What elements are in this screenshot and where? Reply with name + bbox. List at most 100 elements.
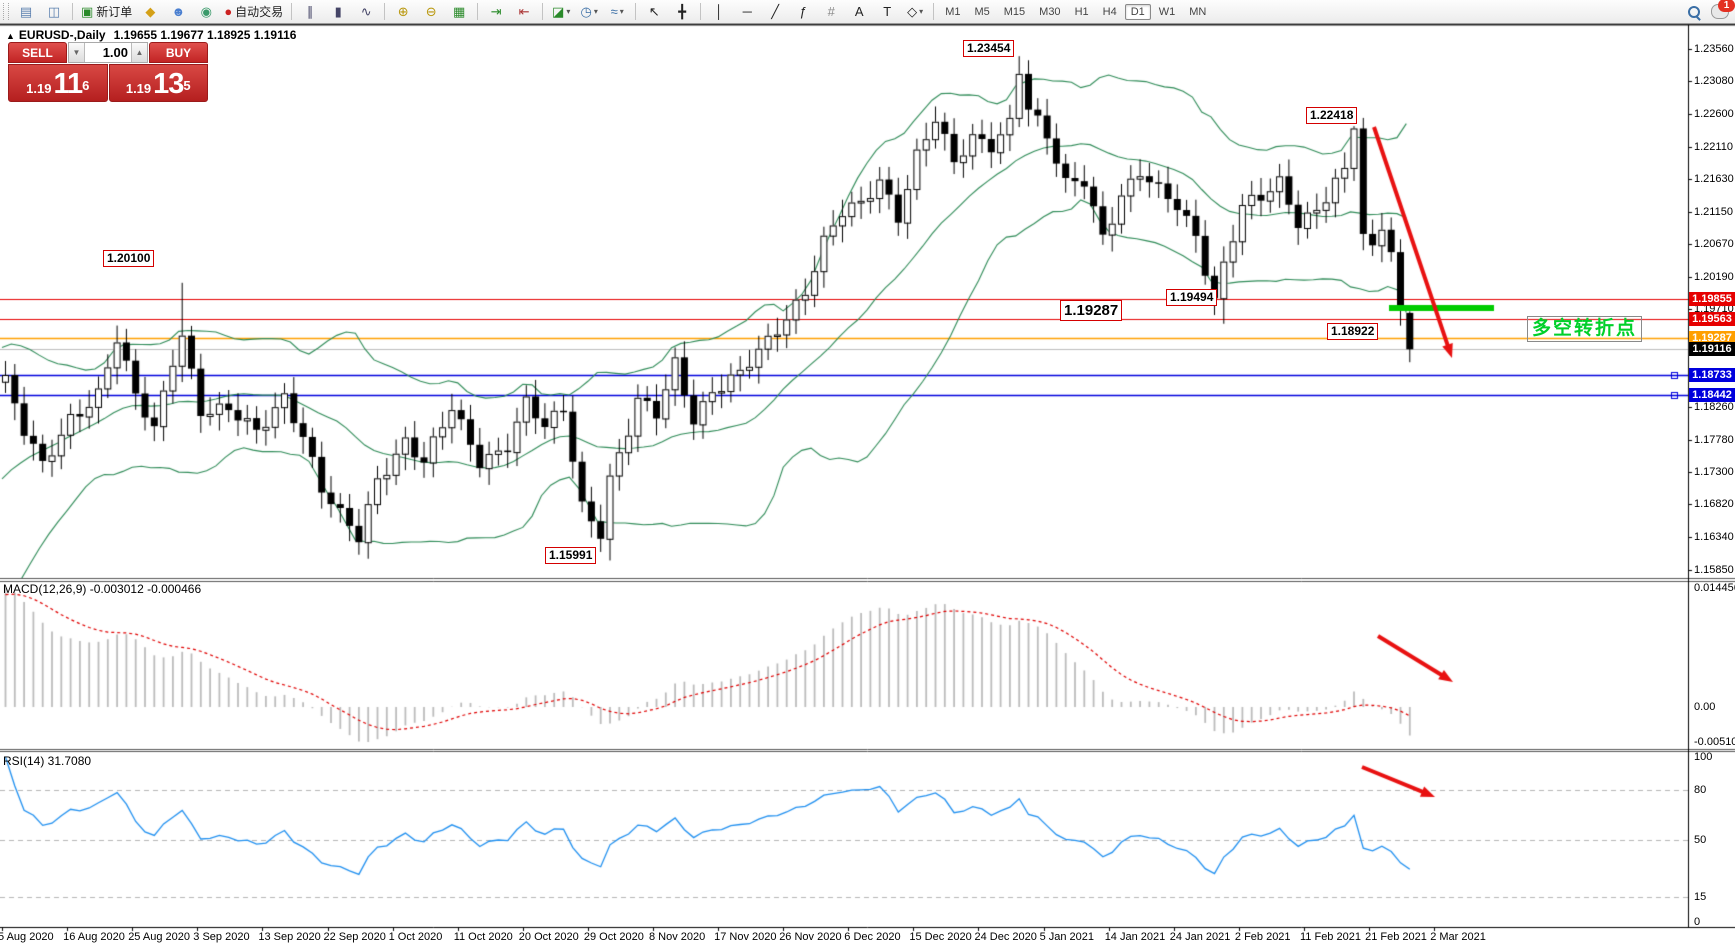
fibo-icon[interactable]: ƒ <box>790 1 816 22</box>
auto-trading-button[interactable]: ● 自动交易 <box>221 1 286 22</box>
vline-icon: │ <box>715 4 724 19</box>
price-note[interactable]: 1.23454 <box>963 40 1015 57</box>
label-icon: T <box>883 4 892 19</box>
period-dropdown: ◷ <box>580 4 592 19</box>
chart-symbol-title: EURUSD-,Daily <box>18 28 106 42</box>
fibo-icon: ƒ <box>799 4 807 19</box>
zoom-out-icon[interactable]: ⊖ <box>418 1 444 22</box>
date-axis-label: 22 Sep 2020 <box>323 931 386 943</box>
timeframe-h1-button[interactable]: H1 <box>1074 5 1089 18</box>
sell-price-big: 11 <box>53 68 83 100</box>
mql5-profile-icon[interactable]: ☻ <box>165 1 191 22</box>
market-watch-icon: ▤ <box>19 4 33 19</box>
tile-windows-icon: ▦ <box>453 4 466 19</box>
depth-of-market-icon: ◆ <box>145 4 156 19</box>
price-note[interactable]: 1.22418 <box>1306 107 1358 124</box>
price-tag: 1.18442 <box>1689 387 1735 402</box>
sell-price[interactable]: 1.19 11 6 <box>8 64 108 102</box>
bar-chart-icon: ∥ <box>306 4 314 19</box>
depth-of-market-icon[interactable]: ◆ <box>137 1 163 22</box>
market-watch-icon[interactable]: ▤ <box>13 1 39 22</box>
label-icon[interactable]: T <box>874 1 900 22</box>
price-axis-tick: 1.16820 <box>1694 498 1734 511</box>
timeframe-m15-button[interactable]: M15 <box>1003 5 1026 18</box>
indicators-dropdown: ≈ <box>610 4 618 19</box>
bar-chart-icon[interactable]: ∥ <box>297 1 323 22</box>
buy-button[interactable]: BUY <box>149 42 208 63</box>
sell-button[interactable]: SELL <box>8 42 67 63</box>
date-axis-label: 13 Sep 2020 <box>258 931 321 943</box>
date-axis-label: 29 Oct 2020 <box>583 931 644 943</box>
period-dropdown[interactable]: ◷ ▾ <box>576 1 602 22</box>
line-chart-icon[interactable]: ∿ <box>353 1 379 22</box>
signals-icon: ◉ <box>200 4 212 19</box>
signals-icon[interactable]: ◉ <box>193 1 219 22</box>
notifications-icon[interactable]: 1 <box>1711 0 1735 19</box>
sell-price-small: 1.19 <box>26 81 52 96</box>
price-note[interactable]: 1.19494 <box>1166 289 1218 306</box>
buy-price-big: 13 <box>153 68 184 100</box>
price-axis-tick: 1.21630 <box>1694 173 1734 186</box>
date-axis-label: 2 Mar 2021 <box>1430 931 1486 943</box>
tile-windows-icon[interactable]: ▦ <box>446 1 472 22</box>
indicators-dropdown[interactable]: ≈ ▾ <box>604 1 630 22</box>
rsi-axis-tick: 15 <box>1694 891 1707 904</box>
crosshair-icon[interactable]: ╋ <box>669 1 695 22</box>
turning-point-label[interactable]: 多空转折点 <box>1527 316 1643 342</box>
chart-shift-icon[interactable]: ⇤ <box>511 1 537 22</box>
vline-icon[interactable]: │ <box>706 1 732 22</box>
chart-shift-icon: ⇤ <box>518 4 530 19</box>
date-axis-label: 11 Oct 2020 <box>453 931 513 943</box>
price-tag: 1.19855 <box>1689 292 1735 307</box>
profiles-dropdown[interactable]: ◪ ▾ <box>548 1 574 22</box>
timeframe-m30-button[interactable]: M30 <box>1039 5 1061 18</box>
zoom-out-icon: ⊖ <box>425 4 437 19</box>
candlestick-icon[interactable]: ▮ <box>325 1 351 22</box>
timeframe-d1-button[interactable]: D1 <box>1124 3 1151 20</box>
date-axis-label: 16 Aug 2020 <box>63 931 125 943</box>
search-icon[interactable] <box>1687 5 1701 21</box>
price-axis-tick: 1.22110 <box>1694 140 1733 153</box>
price-axis-tick: 1.16340 <box>1694 530 1734 543</box>
price-note[interactable]: 1.18922 <box>1327 323 1379 340</box>
cursor-icon[interactable]: ↖ <box>641 1 667 22</box>
date-axis-label: 14 Jan 2021 <box>1104 931 1166 943</box>
timeframe-m1-button[interactable]: M1 <box>945 5 961 18</box>
price-axis-tick: 1.17300 <box>1694 466 1734 479</box>
timeframe-mn-button[interactable]: MN <box>1189 5 1207 18</box>
auto-scroll-icon[interactable]: ⇥ <box>483 1 509 22</box>
price-axis-tick: 1.20670 <box>1694 238 1734 251</box>
date-axis-label: 3 Sep 2020 <box>193 931 250 943</box>
new-order-button[interactable]: ▣ 新订单 <box>78 1 135 22</box>
cursor-icon: ↖ <box>648 4 660 19</box>
price-note[interactable]: 1.15991 <box>545 547 597 564</box>
buy-price[interactable]: 1.19 13 5 <box>108 64 208 102</box>
timeframe-w1-button[interactable]: W1 <box>1158 5 1176 18</box>
trendline-icon[interactable]: ╱ <box>762 1 788 22</box>
data-window-icon[interactable]: ◫ <box>41 1 67 22</box>
chart-title-bar: ▲ EURUSD-,Daily 1.19655 1.19677 1.18925 1.… <box>6 28 296 42</box>
volume-input[interactable] <box>85 43 131 62</box>
dropdown-caret-icon: ▾ <box>593 6 598 16</box>
shapes-dropdown[interactable]: ◇ ▾ <box>902 1 928 22</box>
ohlc-values: 1.19655 1.19677 1.18925 1.19116 <box>113 28 297 42</box>
date-axis-label: 2 Feb 2021 <box>1234 931 1291 943</box>
text-icon[interactable]: A <box>846 1 872 22</box>
price-note[interactable]: 1.20100 <box>103 250 155 267</box>
volume-up-button[interactable]: ▲ <box>131 43 147 62</box>
collapse-arrow-icon[interactable]: ▲ <box>6 31 15 41</box>
grid-icon[interactable]: # <box>818 1 844 22</box>
rsi-axis-tick: 0 <box>1694 916 1701 928</box>
date-axis-label: 5 Jan 2021 <box>1039 931 1095 943</box>
price-note[interactable]: 1.19287 <box>1060 300 1123 321</box>
volume-down-button[interactable]: ▼ <box>69 43 85 62</box>
profiles-dropdown: ◪ <box>552 4 565 19</box>
hline-icon[interactable]: ─ <box>734 1 760 22</box>
timeframe-m5-button[interactable]: M5 <box>974 5 990 18</box>
timeframe-h4-button[interactable]: H4 <box>1102 5 1117 18</box>
date-axis-label: 5 Aug 2020 <box>0 931 54 943</box>
macd-axis-zero: 0.00 <box>1694 701 1716 713</box>
zoom-in-icon[interactable]: ⊕ <box>390 1 416 22</box>
